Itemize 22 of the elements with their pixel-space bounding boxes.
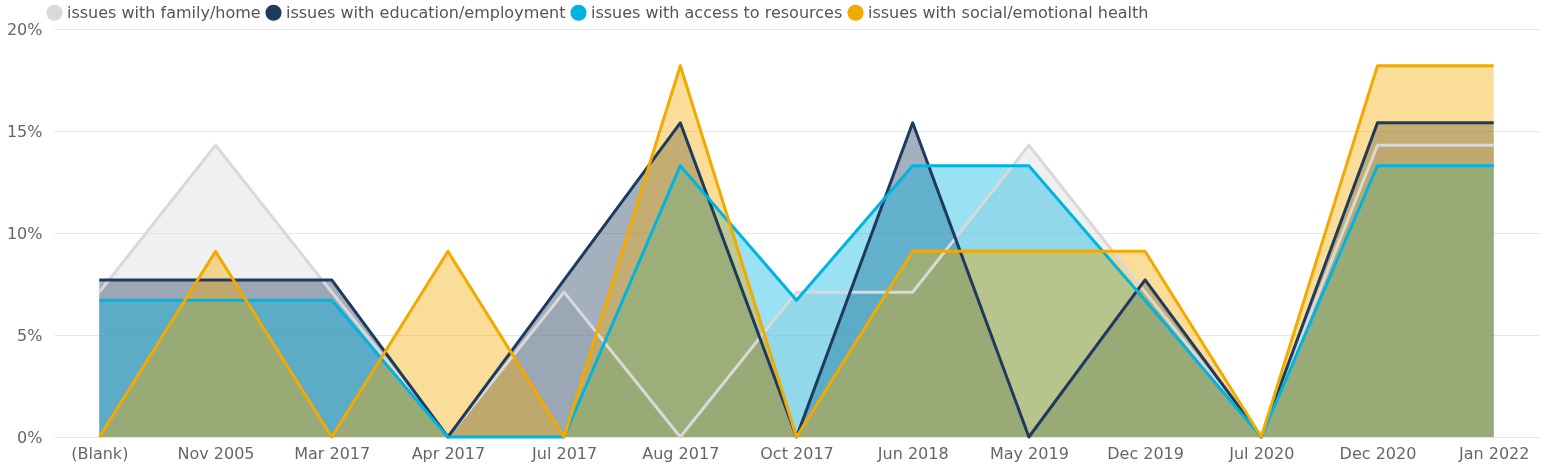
x-tick-label: Aug 2017	[642, 443, 720, 463]
y-tick-label: 10%	[6, 223, 43, 243]
x-tick-label: Jun 2018	[876, 443, 949, 463]
x-tick-label: (Blank)	[71, 443, 129, 463]
x-tick-label: Nov 2005	[177, 443, 255, 463]
y-tick-label: 15%	[6, 121, 43, 141]
x-tick-label: Dec 2020	[1339, 443, 1417, 463]
x-tick-label: Jul 2020	[1228, 443, 1295, 463]
x-tick-label: May 2019	[989, 443, 1069, 463]
legend-label: issues with family/home	[67, 2, 261, 22]
x-tick-label: Jul 2017	[531, 443, 598, 463]
x-tick-label: Mar 2017	[294, 443, 371, 463]
y-tick-label: 0%	[17, 427, 43, 447]
y-tick-label: 20%	[6, 19, 43, 39]
y-tick-label: 5%	[17, 325, 43, 345]
legend-label: issues with education/employment	[286, 2, 566, 22]
x-tick-label: Apr 2017	[411, 443, 486, 463]
x-tick-label: Dec 2019	[1107, 443, 1184, 463]
x-tick-label: Oct 2017	[760, 443, 834, 463]
legend-label: issues with access to resources	[591, 2, 843, 22]
legend-label: issues with social/emotional health	[868, 2, 1149, 22]
x-tick-label: Jan 2022	[1457, 443, 1530, 463]
